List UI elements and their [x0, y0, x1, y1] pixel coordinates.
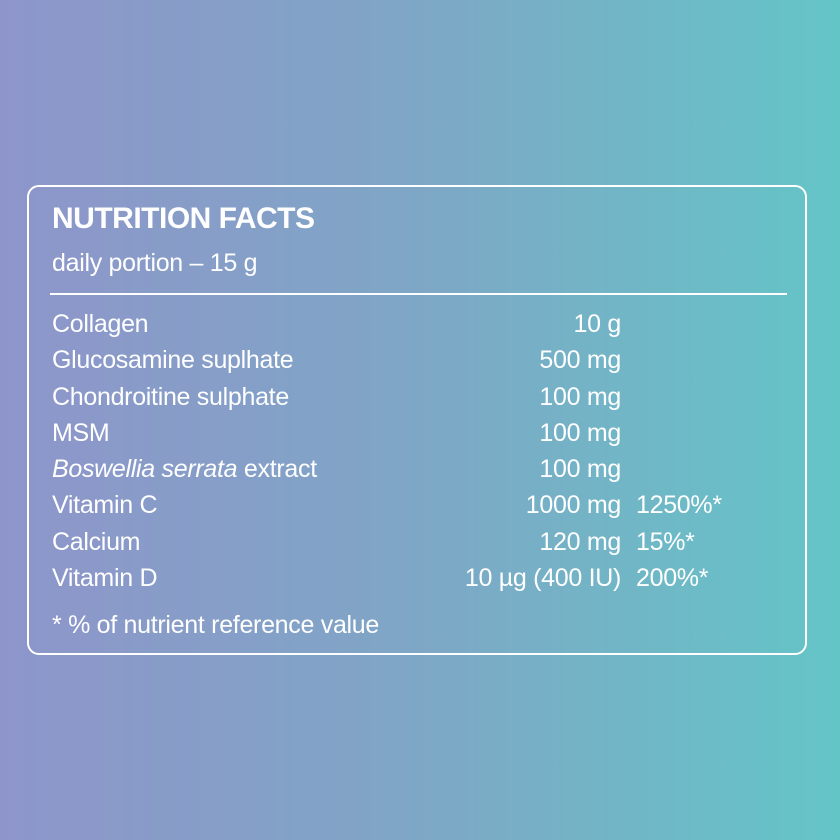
- nutrient-name-italic: Boswellia serrata: [52, 455, 238, 484]
- nutrition-facts-panel: NUTRITION FACTS daily portion – 15 g Col…: [27, 185, 807, 655]
- nutrient-amount: 500 mg: [539, 346, 621, 375]
- nutrient-list: Collagen 10 g Glucosamine suplhate 500 m…: [29, 306, 805, 596]
- nutrient-name: MSM: [52, 418, 110, 447]
- nutrient-amount: 100 mg: [539, 382, 621, 411]
- nutrient-row-collagen: Collagen 10 g: [29, 306, 805, 342]
- nutrient-percent: 200%*: [636, 564, 709, 593]
- nutrient-amount: 100 mg: [539, 455, 621, 484]
- nutrient-amount: 10 µg (400 IU): [464, 564, 621, 593]
- nutrient-row-msm: MSM 100 mg: [29, 415, 805, 451]
- daily-portion-subtitle: daily portion – 15 g: [52, 249, 258, 277]
- nutrient-row-chondroitine: Chondroitine sulphate 100 mg: [29, 379, 805, 415]
- nutrition-facts-title: NUTRITION FACTS: [52, 202, 315, 235]
- nutrient-row-boswellia: Boswellia serrata extract 100 mg: [29, 451, 805, 487]
- nutrient-amount: 10 g: [573, 310, 622, 338]
- nutrient-row-vitamin-c: Vitamin C 1000 mg 1250%*: [29, 487, 805, 523]
- nutrient-amount: 1000 mg: [525, 491, 622, 520]
- nutrient-amount: 100 mg: [539, 418, 621, 447]
- nutrient-row-glucosamine: Glucosamine suplhate 500 mg: [29, 342, 805, 378]
- nutrient-name: Chondroitine sulphate: [52, 382, 289, 411]
- nutrient-row-vitamin-d: Vitamin D 10 µg (400 IU) 200%*: [29, 560, 805, 596]
- nutrient-name-rest: extract: [237, 455, 317, 484]
- nutrient-name: Calcium: [52, 527, 141, 556]
- nutrient-percent: 1250%*: [636, 491, 722, 520]
- nutrient-percent: 15%*: [636, 527, 695, 556]
- nutrient-name: Vitamin C: [52, 491, 158, 520]
- nutrient-row-calcium: Calcium 120 mg 15%*: [29, 524, 805, 560]
- nutrient-name: Boswellia serrata extract: [52, 451, 317, 487]
- reference-footnote: * % of nutrient reference value: [52, 611, 380, 639]
- header-divider: [50, 293, 787, 295]
- nutrient-name: Collagen: [52, 310, 149, 338]
- nutrient-name: Vitamin D: [52, 564, 158, 593]
- nutrient-name: Glucosamine suplhate: [52, 346, 294, 375]
- nutrient-amount: 120 mg: [539, 527, 621, 556]
